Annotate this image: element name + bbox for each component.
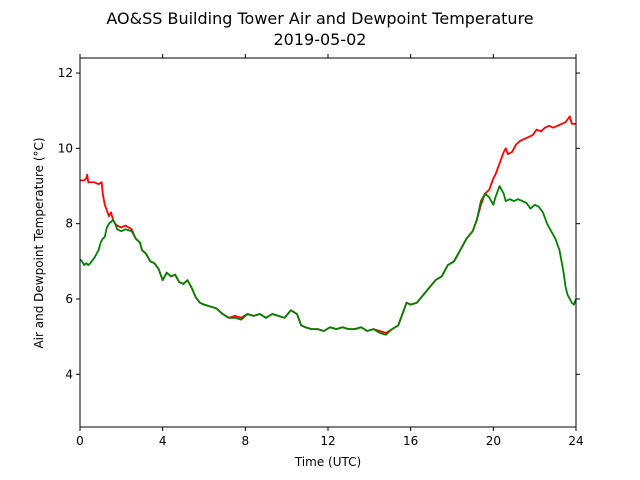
y-tick-label: 4 (65, 367, 73, 381)
x-tick-label: 8 (242, 434, 250, 448)
chart-title: AO&SS Building Tower Air and Dewpoint Te… (106, 9, 533, 28)
x-tick-label: 12 (320, 434, 335, 448)
y-tick-label: 6 (65, 292, 73, 306)
series-layer (80, 115, 576, 336)
x-tick-label: 4 (159, 434, 167, 448)
y-tick-label: 8 (65, 217, 73, 231)
chart-subtitle: 2019-05-02 (274, 30, 367, 49)
x-tick-label: 20 (486, 434, 501, 448)
y-axis-label: Air and Dewpoint Temperature (°C) (32, 137, 46, 348)
x-tick-label: 16 (403, 434, 418, 448)
x-tick-label: 0 (76, 434, 84, 448)
series-line-0 (80, 115, 576, 334)
x-tick-label: 24 (568, 434, 583, 448)
plot-frame (79, 57, 577, 428)
x-axis: 0 4 8 12 16 20 24 (76, 54, 584, 448)
x-axis-label: Time (UTC) (294, 455, 361, 469)
y-axis: 4 6 8 10 12 (58, 66, 580, 381)
y-tick-label: 12 (58, 66, 73, 80)
series-line-1 (80, 185, 576, 336)
y-tick-label: 10 (58, 141, 73, 155)
